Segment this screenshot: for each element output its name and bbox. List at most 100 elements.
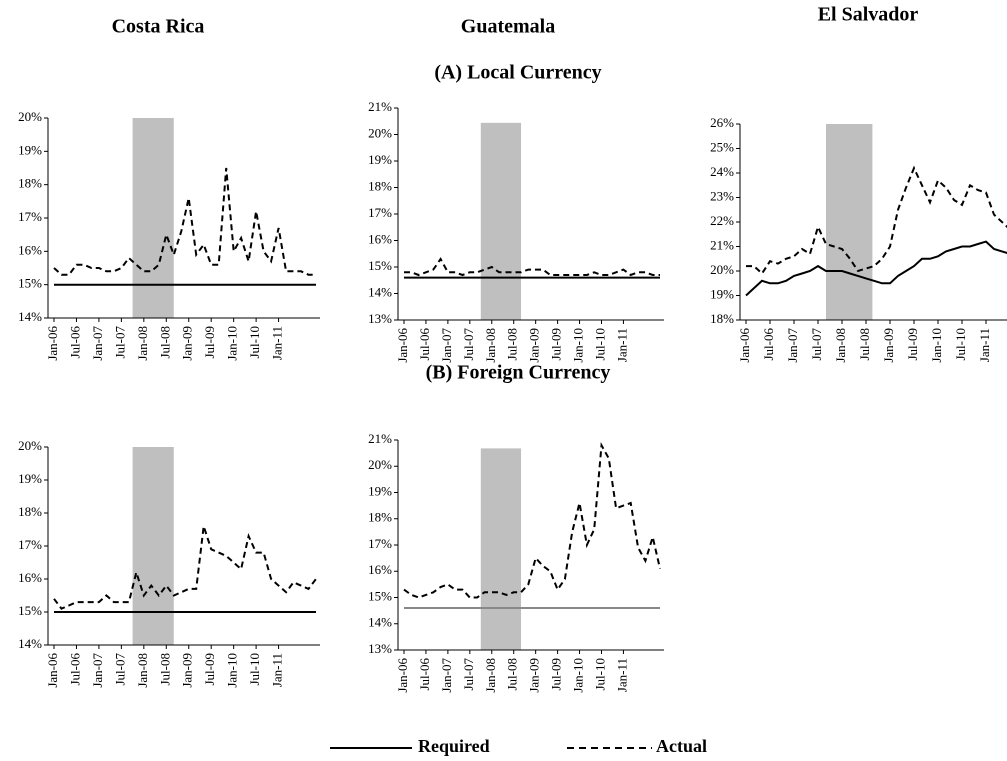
x-tick-label: Jul-08 bbox=[857, 328, 872, 361]
column-heading: Costa Rica bbox=[112, 16, 205, 38]
y-tick-label: 18% bbox=[18, 504, 42, 519]
y-tick-label: 14% bbox=[18, 636, 42, 651]
y-tick-label: 14% bbox=[18, 309, 42, 324]
shaded-period bbox=[480, 448, 522, 650]
x-tick-label: Jan-11 bbox=[614, 658, 629, 692]
x-tick-label: Jul-10 bbox=[247, 653, 262, 686]
shaded-period bbox=[480, 122, 522, 320]
x-tick-label: Jan-11 bbox=[270, 653, 285, 687]
y-tick-label: 17% bbox=[18, 209, 42, 224]
y-tick-label: 19% bbox=[710, 286, 734, 301]
y-tick-label: 22% bbox=[710, 213, 734, 228]
y-tick-label: 19% bbox=[18, 471, 42, 486]
x-tick-label: Jul-09 bbox=[202, 326, 217, 359]
x-tick-label: Jan-07 bbox=[90, 653, 105, 688]
x-tick-label: Jan-06 bbox=[45, 653, 60, 688]
x-tick-label: Jul-06 bbox=[761, 328, 776, 361]
y-tick-label: 15% bbox=[368, 258, 392, 273]
y-tick-label: 20% bbox=[368, 125, 392, 140]
y-tick-label: 15% bbox=[18, 603, 42, 618]
x-tick-label: Jul-10 bbox=[953, 328, 968, 361]
x-tick-label: Jul-10 bbox=[592, 658, 607, 691]
x-tick-label: Jul-07 bbox=[112, 653, 127, 686]
y-tick-label: 18% bbox=[710, 311, 734, 326]
x-tick-label: Jul-06 bbox=[417, 328, 432, 361]
x-tick-label: Jul-06 bbox=[67, 326, 82, 359]
x-tick-label: Jan-06 bbox=[395, 328, 410, 363]
x-tick-label: Jul-09 bbox=[549, 328, 564, 361]
x-tick-label: Jan-08 bbox=[833, 328, 848, 363]
y-tick-label: 14% bbox=[368, 615, 392, 630]
series-line bbox=[745, 240, 1007, 297]
x-tick-label: Jul-08 bbox=[505, 658, 520, 691]
x-tick-label: Jan-07 bbox=[90, 326, 105, 361]
x-tick-label: Jan-08 bbox=[135, 653, 150, 688]
y-tick-label: 17% bbox=[368, 205, 392, 220]
x-tick-label: Jul-09 bbox=[202, 653, 217, 686]
y-tick-label: 21% bbox=[368, 99, 392, 114]
x-tick-label: Jan-09 bbox=[180, 326, 195, 361]
x-tick-label: Jul-10 bbox=[247, 326, 262, 359]
y-tick-label: 16% bbox=[368, 562, 392, 577]
x-tick-label: Jan-06 bbox=[45, 326, 60, 361]
x-tick-label: Jan-09 bbox=[881, 328, 896, 363]
x-tick-label: Jan-11 bbox=[270, 326, 285, 360]
y-tick-label: 24% bbox=[710, 164, 734, 179]
y-tick-label: 20% bbox=[18, 109, 42, 124]
y-tick-label: 18% bbox=[18, 176, 42, 191]
legend-label: Required bbox=[418, 736, 490, 756]
section-heading: (B) Foreign Currency bbox=[426, 362, 611, 384]
x-tick-label: Jan-07 bbox=[439, 328, 454, 363]
y-tick-label: 20% bbox=[18, 438, 42, 453]
x-tick-label: Jan-11 bbox=[614, 328, 629, 362]
x-tick-label: Jul-07 bbox=[112, 326, 127, 359]
x-tick-label: Jan-09 bbox=[180, 653, 195, 688]
x-tick-label: Jul-08 bbox=[157, 326, 172, 359]
y-tick-label: 18% bbox=[368, 510, 392, 525]
x-tick-label: Jul-09 bbox=[549, 658, 564, 691]
shaded-period bbox=[132, 447, 174, 645]
y-tick-label: 20% bbox=[710, 262, 734, 277]
y-tick-label: 26% bbox=[710, 115, 734, 130]
series-line bbox=[53, 167, 316, 276]
column-heading: Guatemala bbox=[461, 16, 555, 38]
y-tick-label: 17% bbox=[18, 537, 42, 552]
x-tick-label: Jul-06 bbox=[67, 653, 82, 686]
series-line bbox=[404, 257, 660, 277]
y-tick-label: 13% bbox=[368, 641, 392, 656]
x-tick-label: Jan-10 bbox=[571, 658, 586, 693]
x-tick-label: Jul-10 bbox=[592, 328, 607, 361]
x-tick-label: Jan-08 bbox=[135, 326, 150, 361]
y-tick-label: 15% bbox=[368, 588, 392, 603]
y-tick-label: 17% bbox=[368, 536, 392, 551]
y-tick-label: 19% bbox=[18, 142, 42, 157]
x-tick-label: Jul-07 bbox=[461, 658, 476, 691]
series-line bbox=[403, 441, 661, 599]
x-tick-label: Jan-07 bbox=[439, 658, 454, 693]
shaded-period bbox=[132, 118, 174, 318]
y-tick-label: 16% bbox=[368, 231, 392, 246]
x-tick-label: Jan-08 bbox=[483, 328, 498, 363]
x-tick-label: Jul-06 bbox=[417, 658, 432, 691]
x-tick-label: Jan-10 bbox=[571, 328, 586, 363]
x-tick-label: Jan-11 bbox=[977, 328, 992, 362]
y-tick-label: 20% bbox=[368, 457, 392, 472]
column-heading: El Salvador bbox=[818, 4, 919, 26]
y-tick-label: 13% bbox=[368, 311, 392, 326]
x-tick-label: Jan-08 bbox=[483, 658, 498, 693]
x-tick-label: Jul-07 bbox=[461, 328, 476, 361]
x-tick-label: Jan-07 bbox=[785, 328, 800, 363]
x-tick-label: Jan-06 bbox=[737, 328, 752, 363]
x-tick-label: Jan-10 bbox=[929, 328, 944, 363]
y-tick-label: 21% bbox=[710, 237, 734, 252]
y-tick-label: 15% bbox=[18, 276, 42, 291]
y-tick-label: 25% bbox=[710, 139, 734, 154]
x-tick-label: Jan-10 bbox=[225, 653, 240, 688]
legend-label: Actual bbox=[656, 736, 707, 756]
x-tick-label: Jan-09 bbox=[527, 658, 542, 693]
y-tick-label: 19% bbox=[368, 152, 392, 167]
y-tick-label: 23% bbox=[710, 188, 734, 203]
y-tick-label: 16% bbox=[18, 570, 42, 585]
